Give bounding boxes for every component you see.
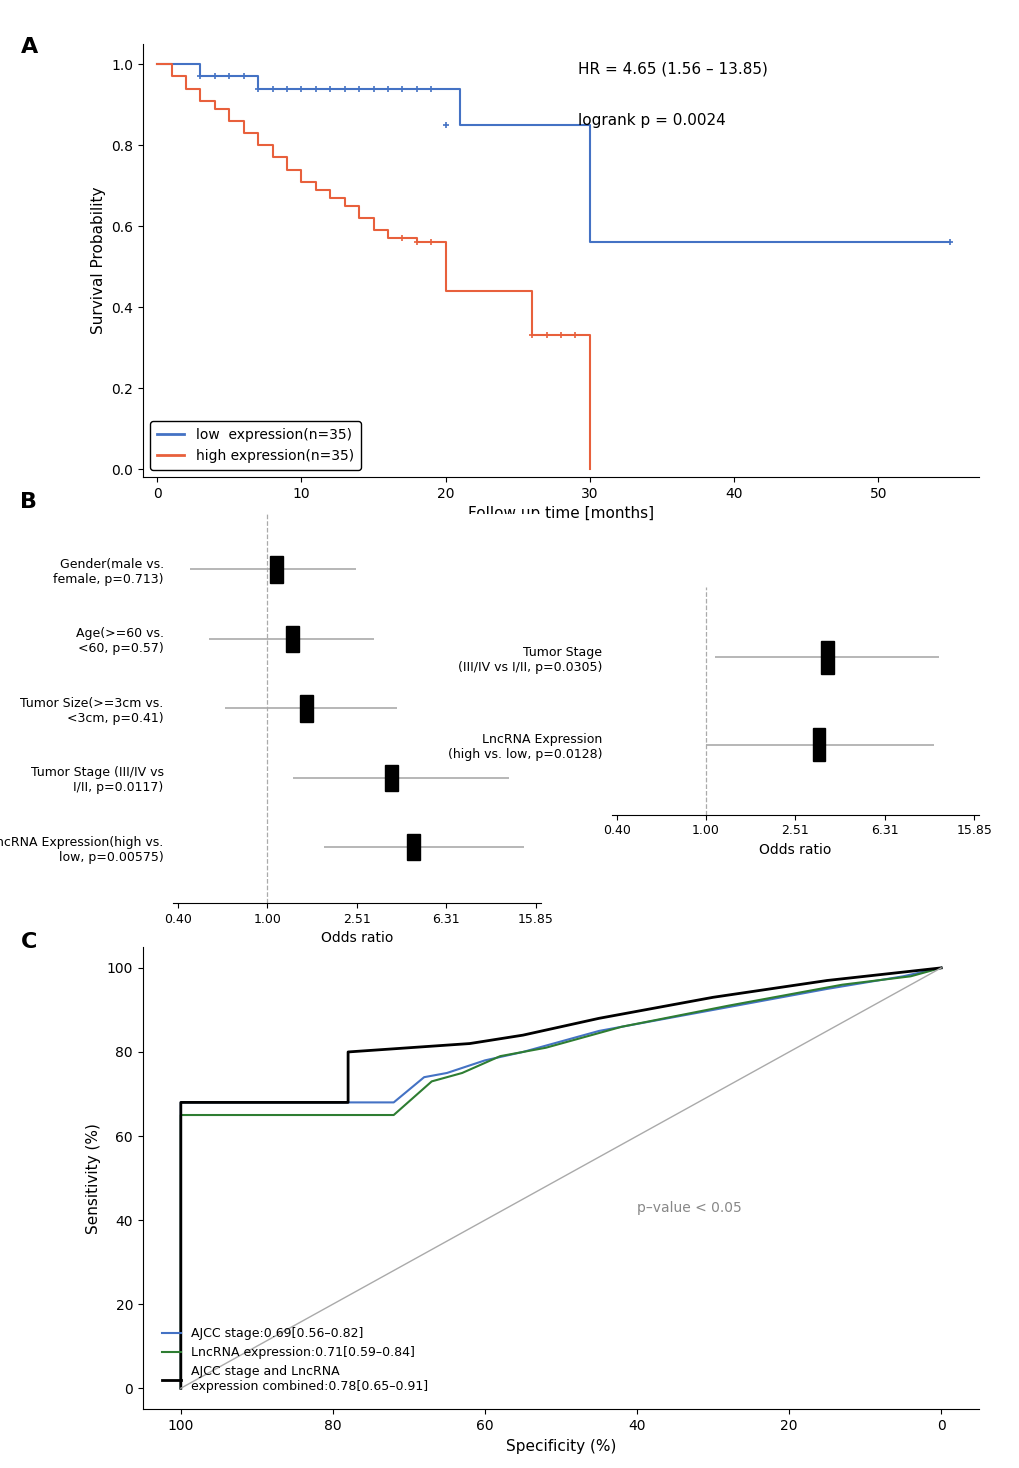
Text: B: B xyxy=(20,492,38,512)
Text: A: A xyxy=(20,37,38,57)
X-axis label: Follow up time [months]: Follow up time [months] xyxy=(468,506,653,521)
Bar xyxy=(385,765,397,791)
Text: logrank p = 0.0024: logrank p = 0.0024 xyxy=(577,113,725,128)
Bar xyxy=(300,696,313,721)
Bar xyxy=(407,834,419,860)
Bar xyxy=(270,556,282,583)
Legend: AJCC stage:0.69[0.56–0.82], LncRNA expression:0.71[0.59–0.84], AJCC stage and Ln: AJCC stage:0.69[0.56–0.82], LncRNA expre… xyxy=(157,1321,433,1399)
Bar xyxy=(286,625,299,652)
Legend: low  expression(n=35), high expression(n=35): low expression(n=35), high expression(n=… xyxy=(150,421,361,470)
Y-axis label: Survival Probability: Survival Probability xyxy=(91,186,105,335)
X-axis label: Odds ratio: Odds ratio xyxy=(759,843,830,857)
Bar xyxy=(820,640,834,674)
Text: C: C xyxy=(20,932,37,953)
X-axis label: Odds ratio: Odds ratio xyxy=(321,931,392,945)
Text: HR = 4.65 (1.56 – 13.85): HR = 4.65 (1.56 – 13.85) xyxy=(577,62,767,76)
Text: p–value < 0.05: p–value < 0.05 xyxy=(637,1201,741,1214)
Bar xyxy=(812,728,824,762)
Y-axis label: Sensitivity (%): Sensitivity (%) xyxy=(86,1123,101,1233)
X-axis label: Specificity (%): Specificity (%) xyxy=(505,1439,615,1453)
